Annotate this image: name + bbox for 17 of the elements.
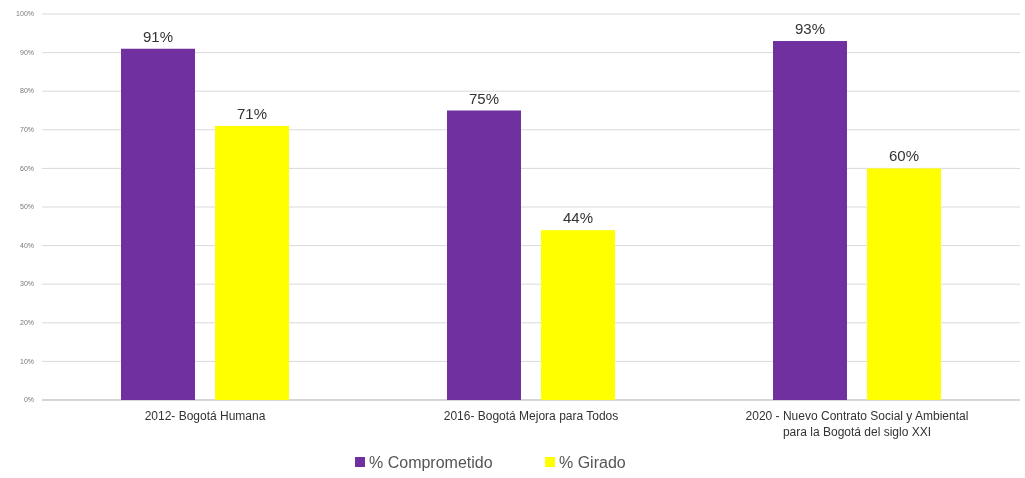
data-label: 91% [142,27,174,45]
data-label: 44% [562,209,594,227]
data-label: 93% [794,20,826,38]
legend-label: % Girado [559,454,626,472]
x-tick-label: 2016- Bogotá Mejora para Todos [443,409,619,423]
legend-label: % Comprometido [369,454,493,472]
bar [215,125,289,400]
bar [121,48,195,400]
bar [541,230,615,400]
bar [867,168,941,400]
data-label: 75% [468,89,500,107]
data-label: 60% [888,147,920,165]
x-tick-label: 2012- Bogotá Humana [144,409,266,423]
bar [447,110,521,400]
x-tick-label: 2020 - Nuevo Contrato Social y Ambiental para la Bogotá del siglo XXI [745,409,969,439]
bar [773,41,847,400]
data-label: 71% [236,104,268,122]
